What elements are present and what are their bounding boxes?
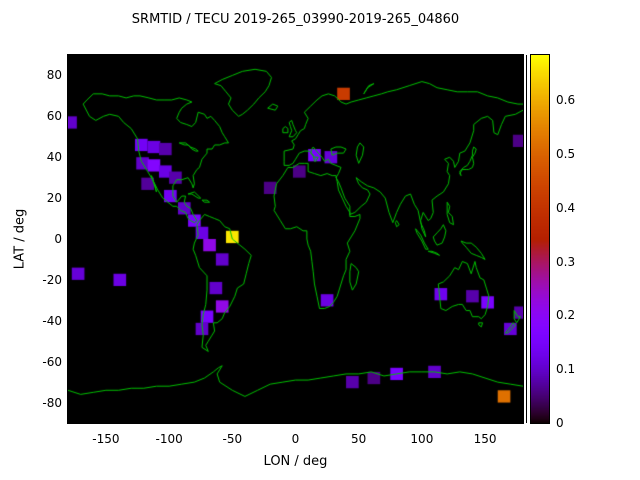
x-axis-label: LON / deg	[263, 454, 328, 469]
x-tick-label: 100	[410, 432, 434, 446]
y-tick-label: 40	[46, 150, 62, 165]
colorbar-tick-label: 0.3	[556, 254, 576, 269]
x-tick-label: 50	[351, 432, 367, 446]
colorbar-tick-label: 0.6	[556, 93, 576, 108]
x-tick-label: -50	[222, 432, 243, 446]
x-tick-label: 150	[473, 432, 497, 446]
y-tick-label: -20	[42, 272, 62, 287]
y-tick-label: -40	[42, 313, 62, 328]
world-heatmap-canvas	[67, 54, 524, 424]
y-tick-label: -60	[42, 354, 62, 369]
colorbar	[530, 54, 550, 424]
y-tick-label: 60	[46, 109, 62, 124]
colorbar-left-rule	[526, 55, 527, 423]
y-tick-label: 80	[46, 68, 62, 83]
y-tick-label: 20	[46, 191, 62, 206]
x-tick-label: -100	[155, 432, 183, 446]
x-tick-label: -150	[92, 432, 120, 446]
y-tick-label: 0	[54, 232, 62, 246]
colorbar-tick-label: 0.4	[556, 200, 576, 215]
colorbar-tick-label: 0.1	[556, 362, 576, 377]
colorbar-tick-label: 0.2	[556, 308, 576, 323]
y-tick-label: -80	[42, 395, 62, 410]
chart-title: SRMTID / TECU 2019-265_03990-2019-265_04…	[131, 12, 460, 27]
colorbar-tick-label: 0	[556, 416, 564, 430]
x-tick-label: 0	[291, 432, 300, 446]
colorbar-tick-label: 0.5	[556, 146, 576, 161]
